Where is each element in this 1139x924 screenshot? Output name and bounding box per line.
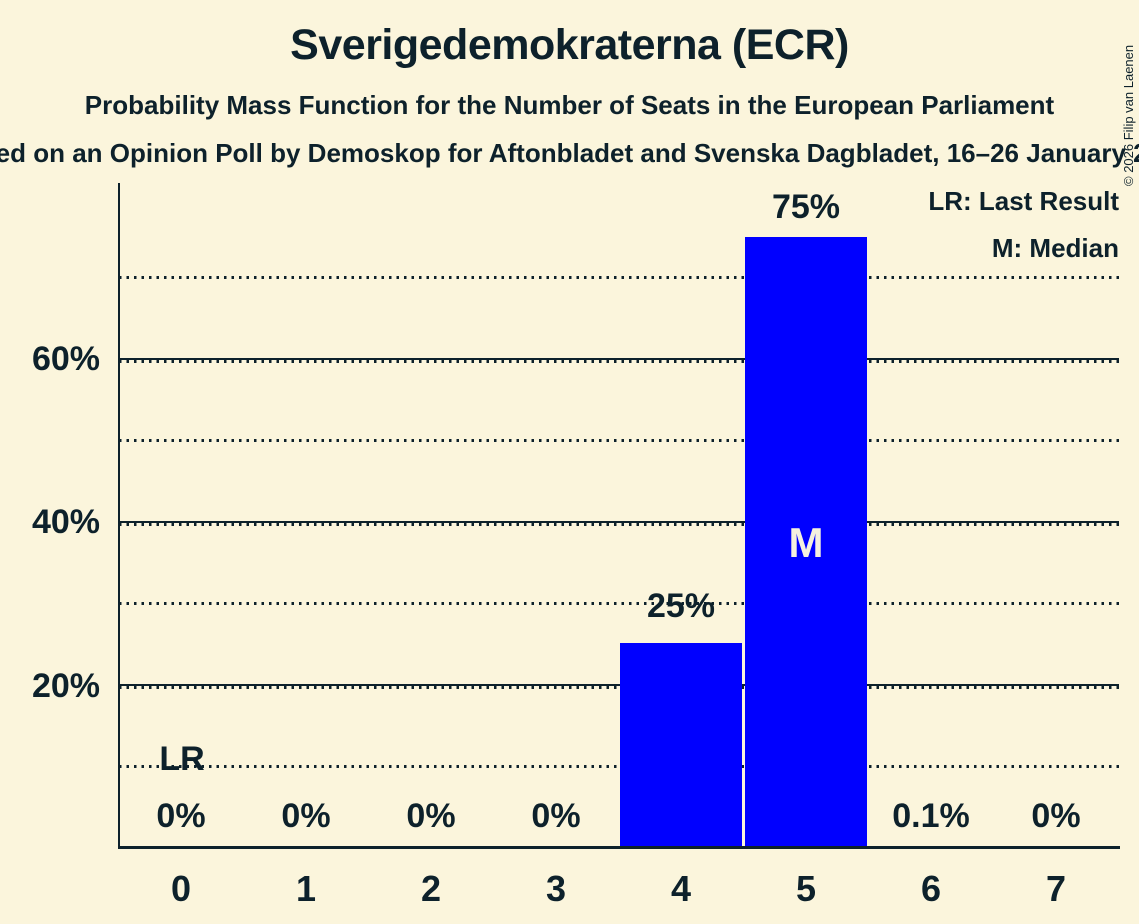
gridline-20pct — [119, 683, 1119, 686]
y-axis-line — [117, 183, 120, 846]
legend-median: M: Median — [991, 233, 1119, 263]
median-marker: M — [788, 519, 824, 566]
value-label-seat-0: 0% — [156, 797, 206, 835]
value-label-seat-7: 0% — [1031, 797, 1081, 835]
legend-last-result: LR: Last Result — [928, 186, 1119, 216]
chart-title: Sverigedemokraterna (ECR) — [290, 21, 849, 69]
y-tick-20: 20% — [31, 667, 100, 705]
value-label-seat-2: 0% — [406, 797, 456, 835]
gridline-30pct — [119, 602, 1119, 605]
gridline-40pct-dotted — [119, 523, 1119, 526]
x-tick-1: 1 — [295, 868, 317, 909]
x-tick-4: 4 — [670, 868, 692, 909]
value-label-seat-6: 0.1% — [892, 797, 970, 835]
bar-seat-5 — [745, 237, 867, 846]
value-label-seat-5: 75% — [771, 188, 841, 226]
x-tick-6: 6 — [920, 868, 942, 909]
last-result-marker: LR — [159, 740, 205, 778]
bar-seat-4 — [620, 642, 742, 846]
gridline-70pct — [119, 276, 1119, 279]
gridline-50pct — [119, 439, 1119, 442]
gridline-40pct — [119, 520, 1119, 523]
value-label-seat-1: 0% — [281, 797, 331, 835]
x-tick-7: 7 — [1045, 868, 1067, 909]
gridline-60pct-dotted — [119, 360, 1119, 363]
x-tick-5: 5 — [795, 868, 817, 909]
chart-subtitle: Probability Mass Function for the Number… — [84, 90, 1055, 120]
y-tick-40: 40% — [31, 503, 100, 541]
x-axis-line — [117, 845, 1120, 849]
copyright-credit: © 2026 Filip van Laenen — [1121, 44, 1136, 186]
y-tick-60: 60% — [31, 340, 100, 378]
x-tick-3: 3 — [545, 868, 567, 909]
gridline-10pct-last-result-line — [119, 765, 1119, 768]
gridline-60pct — [119, 357, 1119, 360]
x-tick-2: 2 — [420, 868, 442, 909]
x-tick-0: 0 — [170, 868, 192, 909]
chart-source-line: Based on an Opinion Poll by Demoskop for… — [0, 138, 1139, 168]
value-label-seat-4: 25% — [646, 587, 716, 625]
gridline-20pct-dotted — [119, 686, 1119, 689]
value-label-seat-3: 0% — [531, 797, 581, 835]
